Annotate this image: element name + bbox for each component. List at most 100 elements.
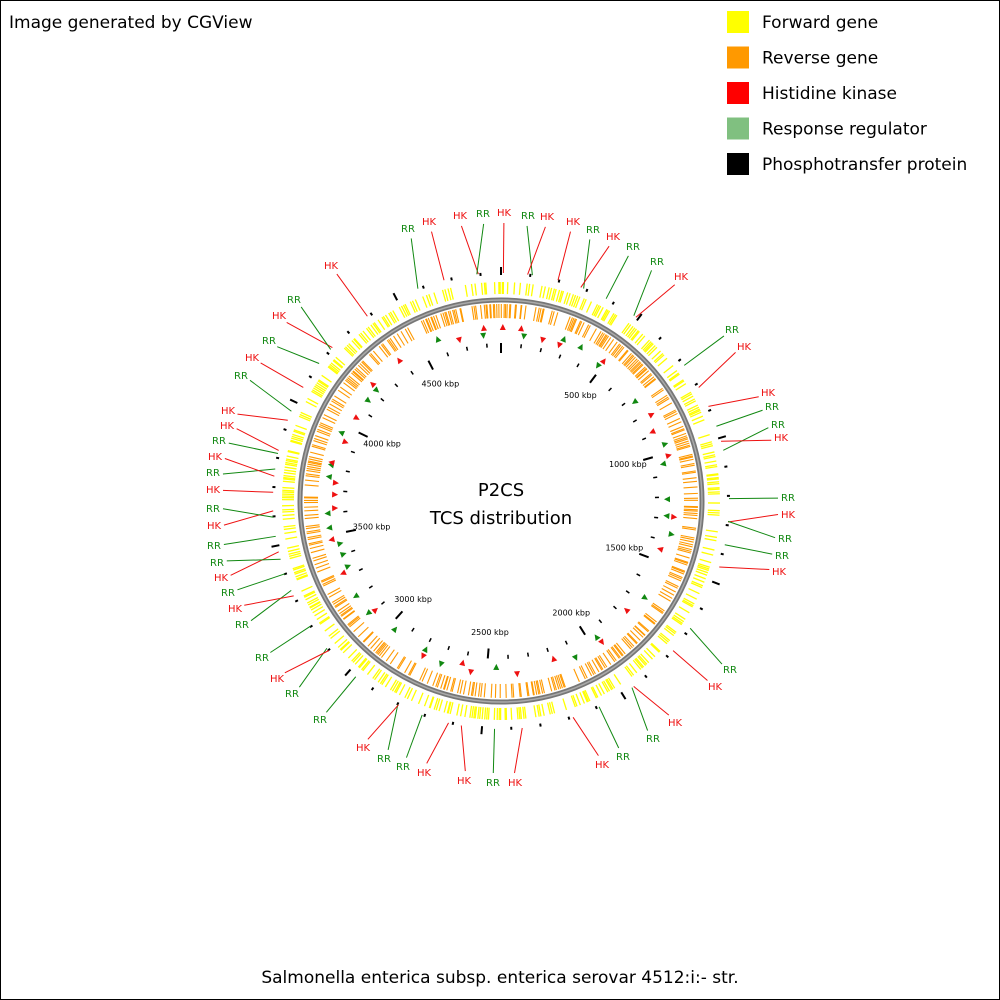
- forward-gene: [456, 703, 460, 716]
- forward-gene: [392, 310, 400, 322]
- reverse-gene: [318, 425, 332, 433]
- callout-line: [492, 728, 496, 774]
- reverse-gene: [475, 305, 478, 320]
- forward-gene: [513, 282, 516, 295]
- legend-label: Forward gene: [762, 13, 878, 33]
- reverse-gene: [682, 525, 697, 529]
- forward-gene: [555, 289, 561, 302]
- forward-gene: [548, 702, 553, 715]
- inner-tick: [598, 619, 603, 624]
- reverse-gene: [523, 305, 527, 320]
- tcs-marker: [481, 324, 488, 332]
- reverse-gene: [683, 486, 698, 489]
- reverse-gene: [334, 598, 347, 607]
- forward-gene: [669, 373, 680, 382]
- tcs-marker: [332, 491, 339, 498]
- forward-gene: [464, 705, 468, 718]
- forward-gene: [293, 568, 306, 574]
- callout-label: HK: [206, 485, 221, 496]
- forward-gene: [707, 513, 720, 516]
- reverse-gene: [621, 638, 632, 650]
- reverse-gene: [409, 662, 417, 676]
- reverse-gene: [683, 492, 698, 495]
- callout-label: RR: [212, 436, 226, 447]
- forward-gene: [681, 393, 693, 401]
- forward-gene: [695, 570, 708, 576]
- forward-gene: [340, 641, 351, 651]
- reverse-gene: [650, 387, 663, 397]
- ruler-label: 4500 kbp: [422, 379, 460, 388]
- forward-gene: [698, 433, 710, 439]
- callout-label: RR: [377, 754, 391, 765]
- tcs-marker: [325, 474, 333, 481]
- reverse-gene: [306, 529, 321, 533]
- reverse-gene: [321, 575, 335, 583]
- callout-line: [716, 409, 763, 427]
- reverse-gene: [471, 306, 475, 321]
- reverse-gene: [674, 438, 689, 444]
- forward-gene: [289, 554, 302, 560]
- reverse-gene: [602, 337, 612, 350]
- reverse-gene: [348, 375, 360, 386]
- reverse-gene: [328, 589, 342, 598]
- reverse-gene: [357, 364, 369, 376]
- reverse-gene: [304, 484, 319, 487]
- reverse-gene: [349, 617, 361, 628]
- inner-tick: [653, 476, 658, 479]
- tcs-marker: [328, 536, 335, 543]
- reverse-gene: [396, 656, 405, 669]
- forward-gene: [388, 312, 396, 324]
- callout-label: HK: [668, 718, 683, 729]
- reverse-gene: [367, 635, 378, 647]
- tcs-marker: [364, 396, 371, 403]
- reverse-gene: [677, 548, 692, 554]
- reverse-gene: [304, 513, 319, 516]
- callout-label: RR: [207, 541, 221, 552]
- callout-label: RR: [401, 224, 415, 235]
- reverse-gene: [675, 440, 689, 446]
- callout-line: [605, 255, 629, 299]
- reverse-gene: [673, 435, 688, 441]
- forward-gene: [373, 322, 382, 333]
- callout-label: RR: [396, 762, 410, 773]
- forward-gene: [568, 294, 575, 306]
- forward-gene: [625, 325, 634, 337]
- outer-tick: [620, 691, 627, 700]
- reverse-gene: [669, 571, 683, 579]
- outer-tick: [344, 668, 352, 677]
- forward-gene: [550, 288, 556, 301]
- reverse-gene: [307, 534, 322, 539]
- callout-line: [286, 321, 333, 348]
- tcs-marker: [663, 513, 670, 520]
- forward-gene: [443, 700, 448, 713]
- callout-label: HK: [221, 406, 236, 417]
- forward-gene: [470, 283, 474, 296]
- forward-gene: [312, 389, 323, 397]
- forward-gene: [640, 339, 651, 350]
- forward-gene: [351, 340, 361, 350]
- reverse-gene: [346, 378, 358, 389]
- tcs-marker: [352, 414, 360, 420]
- callout-line: [387, 704, 399, 750]
- reverse-gene: [681, 470, 696, 474]
- reverse-gene: [659, 591, 673, 599]
- forward-gene: [606, 678, 614, 690]
- callout-line: [260, 362, 304, 388]
- callout-line: [526, 225, 533, 276]
- inner-tick: [636, 573, 641, 577]
- callout-label: RR: [616, 752, 630, 763]
- forward-gene: [523, 706, 527, 719]
- outer-tick: [636, 313, 643, 322]
- reverse-gene: [306, 530, 321, 535]
- reverse-gene: [594, 657, 603, 671]
- forward-gene: [400, 305, 408, 317]
- forward-gene: [678, 606, 690, 614]
- reverse-gene: [492, 304, 495, 319]
- forward-gene: [539, 285, 543, 298]
- forward-gene: [478, 706, 482, 720]
- forward-gene: [705, 465, 718, 470]
- reverse-gene: [334, 599, 348, 608]
- inner-tick: [526, 652, 530, 657]
- backbone: [297, 297, 705, 705]
- legend-swatch: [727, 153, 749, 175]
